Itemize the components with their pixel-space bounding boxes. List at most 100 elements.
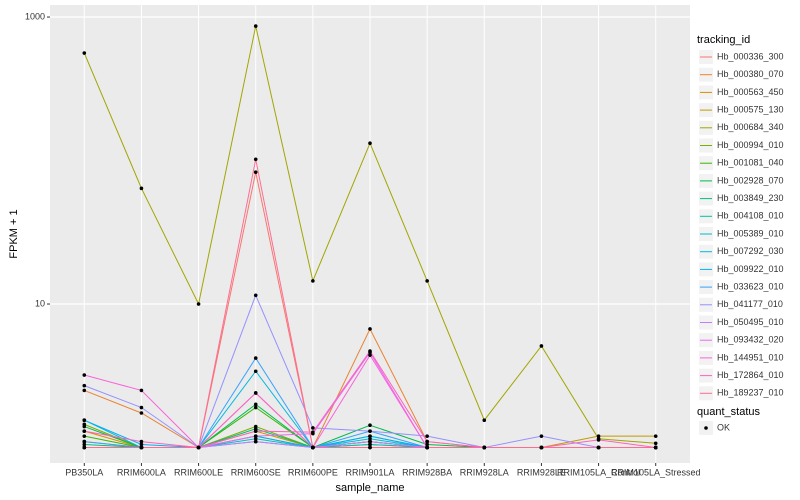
point [139,388,144,393]
point [82,373,87,377]
point-legend-label: OK [717,422,730,432]
x-tick-label: RRIM928BA [402,467,452,477]
point [425,439,429,444]
point [82,429,87,433]
point [253,24,258,28]
point [253,369,258,374]
point [425,434,429,438]
legend-label: Hb_000380_070 [717,69,784,79]
legend-label: Hb_172864_010 [717,370,784,380]
legend-label: Hb_002928_070 [717,175,784,185]
point [539,434,544,438]
x-tick-label: RRIM600LE [174,467,223,477]
point [253,391,258,395]
legend-label: Hb_000575_130 [717,104,784,114]
point [368,439,372,444]
point [311,426,315,430]
x-tick-label: RRIM600PE [288,467,338,477]
x-axis-title: sample_name [335,482,404,494]
legend-label: Hb_004108_010 [717,211,784,221]
point [253,405,258,410]
point [139,405,144,410]
x-tick-label: RRIM901LA [345,467,394,477]
point [82,383,87,388]
point [653,441,658,446]
legend-label: Hb_009922_010 [717,264,784,274]
point [253,170,258,174]
point [311,445,315,450]
legend-label: Hb_005389_010 [717,228,784,238]
x-tick-label: RRIM600SE [231,467,281,477]
point [596,434,601,438]
point [82,434,87,438]
point [139,439,144,444]
x-tick-label: RRIM105LA_Control [557,467,640,477]
point [368,327,372,331]
point [253,293,258,298]
point [425,445,429,450]
point [253,157,258,162]
point [139,442,144,447]
x-tick-label: PB350LA [65,467,103,477]
legend-label: Hb_093432_020 [717,335,784,345]
x-tick-label: RRIM928LA [460,467,509,477]
point [139,445,144,450]
legend-title: tracking_id [697,34,750,46]
legend-label: Hb_000684_340 [717,122,784,132]
legend-label: Hb_144951_010 [717,352,784,362]
legend-label: Hb_033623_010 [717,281,784,291]
point [368,437,372,441]
point [368,445,372,450]
point [653,445,658,450]
point [653,434,658,438]
point [253,434,258,438]
point [253,402,258,407]
point [253,439,258,444]
point [82,418,87,423]
point [482,418,487,423]
point [82,439,87,444]
x-tick-label: RRIM928LE [517,467,566,477]
x-tick-label: RRIM600LA [117,467,166,477]
point [82,424,87,429]
point [368,442,372,447]
point [311,430,315,434]
point [82,442,87,447]
point [596,445,601,450]
legend-label: Hb_050495_010 [717,317,784,327]
point [596,438,601,442]
point [253,356,258,360]
point [482,445,487,450]
legend-label: Hb_000563_450 [717,87,784,97]
legend-label: Hb_000994_010 [717,140,784,150]
point [368,429,372,433]
point-legend-title: quant_status [697,406,760,418]
point [539,445,544,450]
legend-label: Hb_189237_010 [717,388,784,398]
legend-label: Hb_041177_010 [717,299,783,309]
legend-label: Hb_001081_040 [717,158,784,168]
point [82,445,87,450]
legend-label: Hb_000336_300 [717,51,784,61]
point [368,434,372,438]
point [368,353,372,357]
point [139,186,144,191]
point [539,344,544,348]
point [82,388,87,393]
y-tick-label: 10 [35,298,45,308]
point [368,423,372,428]
point [425,279,429,283]
point [196,302,201,306]
point [253,429,258,433]
point [311,279,315,283]
point [368,141,372,146]
legend-point [704,426,708,430]
y-tick-label: 1000 [25,11,45,21]
point [253,437,258,441]
y-axis-title: FPKM + 1 [8,209,20,258]
point [368,349,372,353]
point [82,51,87,55]
legend-label: Hb_003849_230 [717,193,784,203]
